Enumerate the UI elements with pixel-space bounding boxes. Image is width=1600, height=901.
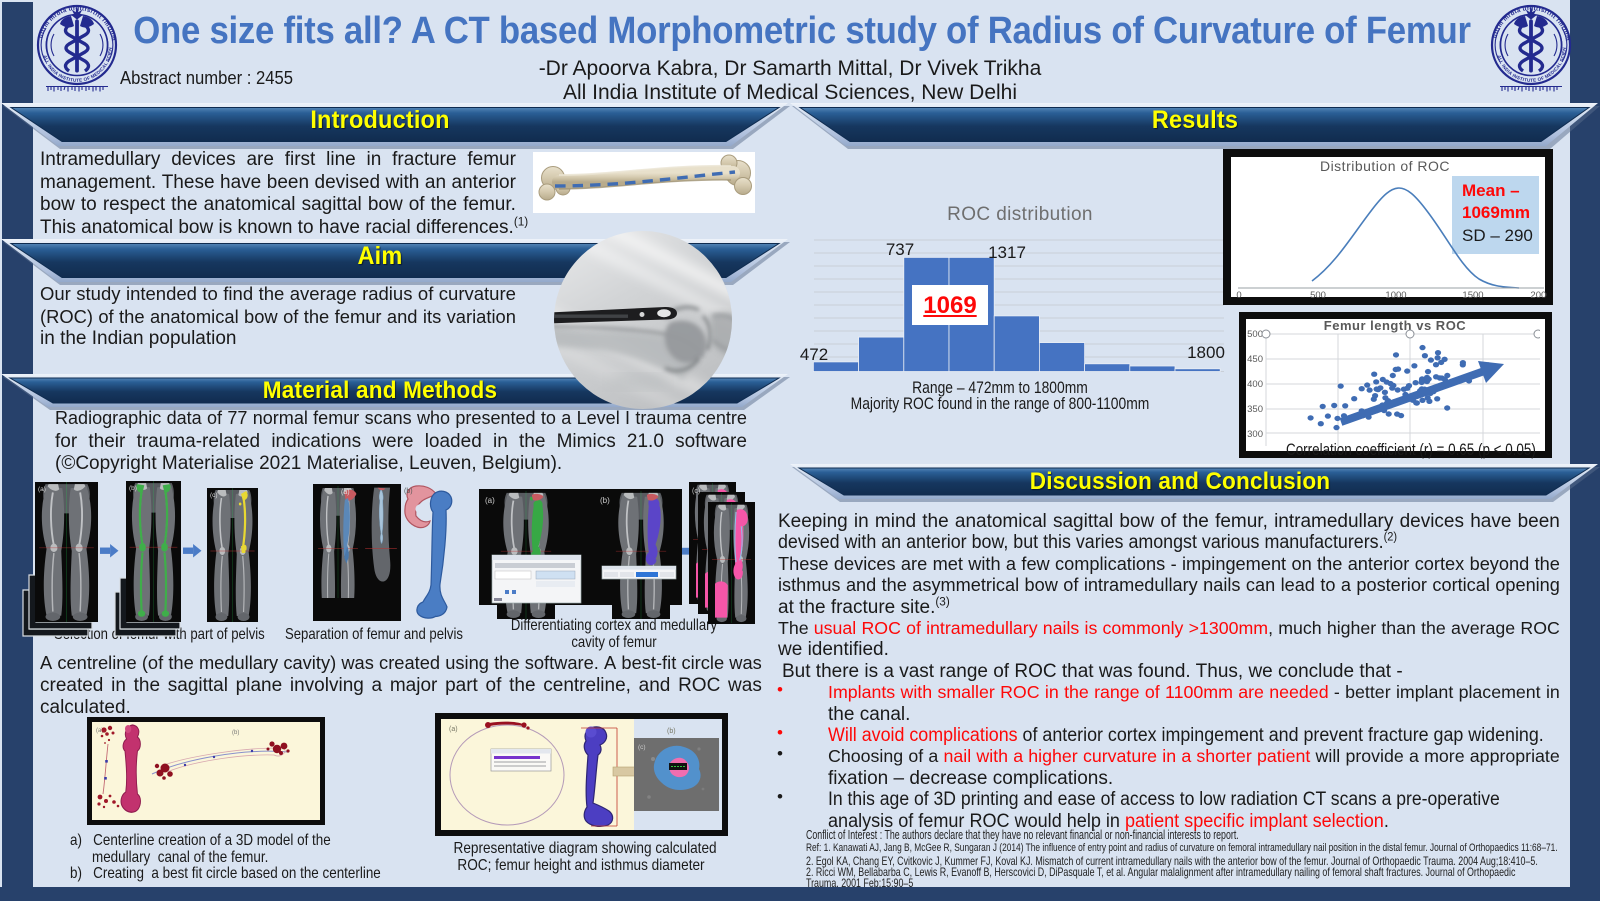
svg-text:(a): (a) [341,489,350,496]
svg-text:(a): (a) [38,486,46,493]
svg-text:(b): (b) [232,730,239,736]
svg-text:(c): (c) [692,488,700,495]
svg-text:2000: 2000 [1530,290,1547,299]
svg-text:500: 500 [1247,329,1263,340]
svg-text:350: 350 [1247,404,1263,415]
svg-text:(a): (a) [449,726,458,733]
svg-text:(b): (b) [129,485,137,492]
svg-text:(b): (b) [600,496,610,505]
svg-text:500: 500 [1310,290,1326,299]
svg-text:(b): (b) [667,728,676,735]
svg-text:1500: 1500 [1462,290,1483,299]
svg-text:1000: 1000 [1385,290,1406,299]
svg-text:(c): (c) [210,492,218,499]
svg-text:400: 400 [1247,379,1263,390]
svg-text:(c): (c) [638,744,646,751]
svg-text:(a): (a) [96,728,103,734]
svg-text:300: 300 [1247,429,1263,440]
svg-text:(b): (b) [404,488,413,495]
svg-text:0: 0 [1236,290,1241,299]
svg-text:450: 450 [1247,354,1263,365]
svg-text:(a): (a) [485,496,495,505]
